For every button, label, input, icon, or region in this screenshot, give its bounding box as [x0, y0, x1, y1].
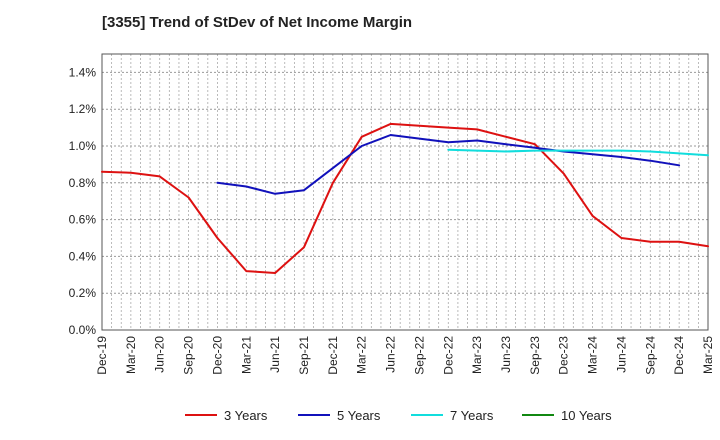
series-line-7-years [447, 148, 709, 157]
x-tick-label: Jun-23 [499, 336, 513, 373]
x-tick-label: Dec-19 [95, 336, 109, 375]
x-tick-label: Dec-23 [557, 336, 571, 375]
x-tick-label: Dec-21 [326, 336, 340, 375]
x-tick-label: Mar-25 [701, 336, 715, 374]
x-tick-label: Jun-21 [268, 336, 282, 373]
y-tick-label: 1.2% [69, 102, 97, 116]
legend-label: 10 Years [561, 408, 612, 423]
x-tick-label: Dec-24 [672, 336, 686, 375]
chart-title: [3355] Trend of StDev of Net Income Marg… [102, 14, 413, 31]
x-tick-label: Mar-22 [355, 336, 369, 374]
legend-label: 3 Years [224, 408, 268, 423]
y-tick-label: 1.0% [69, 139, 97, 153]
y-tick-label: 1.4% [69, 65, 97, 79]
x-tick-label: Dec-22 [441, 336, 455, 375]
x-tick-label: Sep-21 [297, 336, 311, 375]
x-tick-label: Dec-20 [210, 336, 224, 375]
x-tick-label: Sep-24 [643, 336, 657, 375]
series-line-5-years [216, 134, 681, 195]
y-tick-label: 0.6% [69, 213, 97, 227]
plot-area [102, 54, 708, 330]
x-tick-label: Sep-22 [412, 336, 426, 375]
x-tick-label: Mar-23 [470, 336, 484, 374]
y-tick-label: 0.4% [69, 249, 97, 263]
x-tick-label: Mar-24 [586, 336, 600, 374]
y-tick-label: 0.2% [69, 286, 97, 300]
legend-label: 7 Years [450, 408, 494, 423]
plot-frame [101, 53, 709, 331]
x-tick-label: Sep-23 [528, 336, 542, 375]
legend-label: 5 Years [337, 408, 381, 423]
x-tick-label: Mar-21 [239, 336, 253, 374]
x-tick-label: Sep-20 [182, 336, 196, 375]
x-tick-label: Jun-24 [614, 336, 628, 373]
x-tick-label: Jun-22 [384, 336, 398, 373]
x-tick-label: Jun-20 [153, 336, 167, 373]
series-line-3-years [101, 122, 709, 274]
y-tick-label: 0.0% [69, 323, 97, 337]
y-tick-label: 0.8% [69, 176, 97, 190]
x-tick-label: Mar-20 [124, 336, 138, 374]
